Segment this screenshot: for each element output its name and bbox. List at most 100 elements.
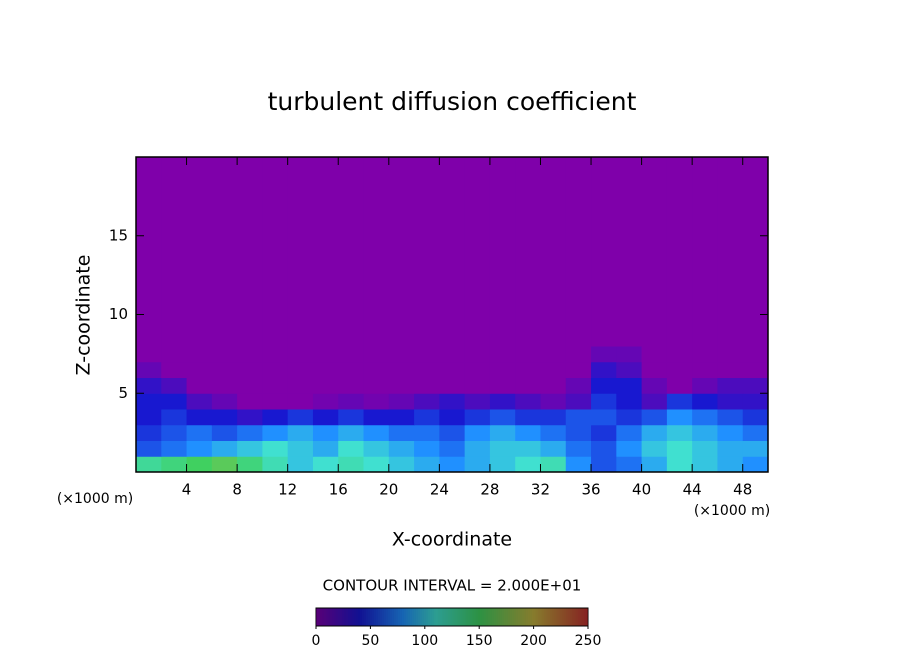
colorbar-swatch: [476, 608, 479, 626]
field-cell: [363, 377, 390, 394]
colorbar-swatch: [538, 608, 541, 626]
field-cell: [591, 377, 617, 394]
field-cell: [161, 456, 188, 473]
field-cell: [363, 157, 390, 347]
colorbar-swatch: [436, 608, 439, 626]
field-cell: [742, 377, 769, 394]
field-cell: [616, 440, 643, 457]
field-cell: [363, 424, 390, 441]
field-cell: [211, 440, 238, 457]
field-cell: [211, 393, 238, 410]
field-cell: [692, 409, 718, 426]
colorbar-swatch: [472, 608, 475, 626]
field-cell: [489, 409, 516, 426]
field-cell: [692, 346, 718, 363]
field-cell: [161, 424, 188, 441]
field-cell: [338, 157, 365, 347]
field-cell: [641, 440, 668, 457]
field-cell: [540, 377, 567, 394]
colorbar-swatch: [490, 608, 493, 626]
field-cell: [287, 361, 314, 378]
field-cell: [287, 346, 314, 363]
field-cell: [338, 377, 365, 394]
colorbar-swatch: [540, 608, 543, 626]
field-cell: [439, 440, 466, 457]
colorbar-swatch: [446, 608, 449, 626]
field-cell: [666, 346, 693, 363]
field-cell: [717, 157, 744, 347]
colorbar-swatch: [566, 608, 569, 626]
x-tick-label: 32: [531, 481, 550, 499]
field-cell: [237, 440, 263, 457]
colorbar-swatch: [392, 608, 395, 626]
contour-note: CONTOUR INTERVAL = 2.000E+01: [323, 577, 582, 595]
colorbar-swatch: [548, 608, 551, 626]
colorbar-swatch: [430, 608, 433, 626]
field-cell: [616, 393, 643, 410]
field-cell: [186, 361, 213, 378]
field-cell: [388, 393, 415, 410]
field-cell: [312, 409, 339, 426]
field-cell: [237, 393, 263, 410]
field-cell: [515, 424, 541, 441]
field-cell: [464, 346, 491, 363]
field-cell: [262, 157, 289, 347]
field-cell: [388, 456, 415, 473]
field-cell: [439, 409, 466, 426]
field-cell: [186, 440, 213, 457]
field-cell: [161, 157, 188, 347]
field-cell: [338, 409, 365, 426]
colorbar-swatch: [524, 608, 527, 626]
field-cell: [312, 424, 339, 441]
field-cell: [211, 361, 238, 378]
colorbar-swatch: [422, 608, 425, 626]
colorbar-swatch: [480, 608, 483, 626]
field-cell: [616, 409, 643, 426]
field-cell: [464, 361, 491, 378]
colorbar-swatch: [530, 608, 533, 626]
colorbar-swatch: [464, 608, 467, 626]
colorbar-swatch: [406, 608, 409, 626]
colorbar-swatch: [414, 608, 417, 626]
field-cell: [186, 157, 213, 347]
field-cell: [414, 456, 440, 473]
y-tick-label: 15: [109, 226, 128, 244]
field-cell: [565, 157, 592, 347]
field-cell: [262, 424, 289, 441]
field-cell: [666, 456, 693, 473]
colorbar-swatch: [334, 608, 337, 626]
colorbar-swatch: [340, 608, 343, 626]
field-cell: [338, 424, 365, 441]
colorbar-swatch: [506, 608, 509, 626]
field-cell: [136, 456, 162, 473]
colorbar-swatch: [328, 608, 331, 626]
field-cell: [565, 424, 592, 441]
field-cell: [591, 346, 617, 363]
x-tick-label: 24: [430, 481, 449, 499]
field-cell: [666, 393, 693, 410]
colorbar-swatch: [326, 608, 329, 626]
field-cell: [742, 393, 769, 410]
colorbar-swatch: [568, 608, 571, 626]
field-cell: [742, 157, 769, 347]
field-cell: [515, 409, 541, 426]
field-cell: [591, 157, 617, 347]
field-cell: [692, 361, 718, 378]
colorbar-swatch: [494, 608, 497, 626]
field-cell: [136, 393, 162, 410]
field-cell: [136, 157, 162, 347]
field-cell: [565, 440, 592, 457]
field-cell: [464, 157, 491, 347]
field-cell: [565, 346, 592, 363]
field-cell: [161, 361, 188, 378]
field-cell: [439, 361, 466, 378]
colorbar-swatch: [450, 608, 453, 626]
field-cell: [616, 456, 643, 473]
field-cell: [414, 377, 440, 394]
field-cell: [338, 440, 365, 457]
field-cell: [363, 409, 390, 426]
field-cell: [692, 456, 718, 473]
field-cell: [161, 409, 188, 426]
colorbar-swatch: [482, 608, 485, 626]
